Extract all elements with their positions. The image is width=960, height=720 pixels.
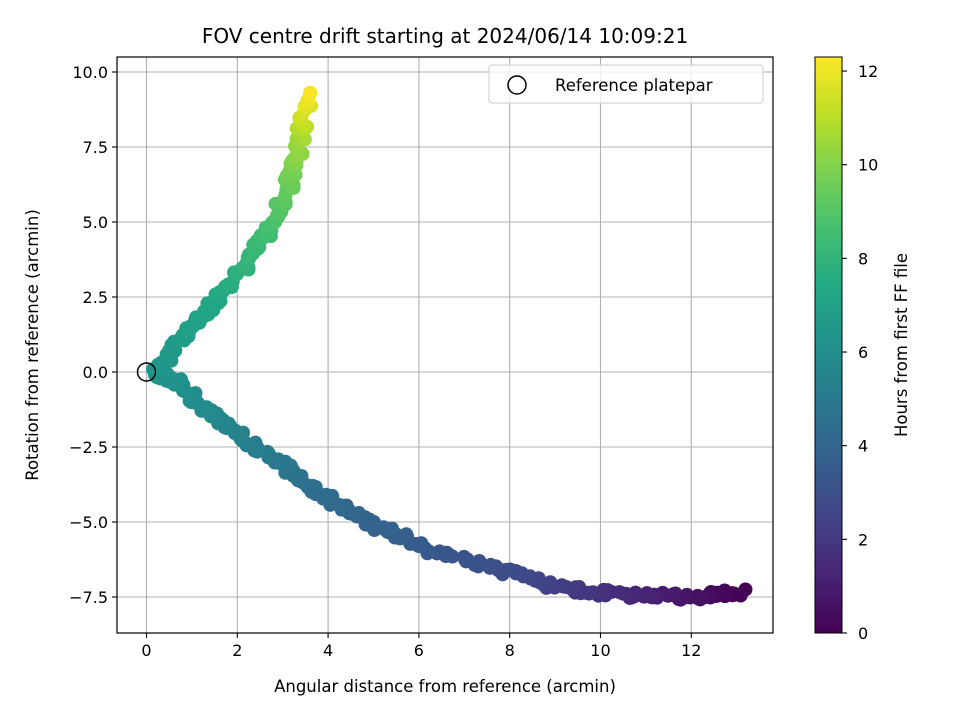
x-tick-label: 4 bbox=[323, 641, 333, 660]
y-tick-label: 2.5 bbox=[83, 288, 108, 307]
colorbar-tick-label: 0 bbox=[858, 624, 868, 643]
colorbar-tick-label: 12 bbox=[858, 62, 878, 81]
y-tick-label: 0.0 bbox=[83, 363, 108, 382]
data-points bbox=[145, 85, 753, 607]
colorbar-tick-label: 10 bbox=[858, 156, 878, 175]
y-tick-label: −2.5 bbox=[69, 438, 108, 457]
data-point bbox=[483, 557, 498, 572]
chart-title: FOV centre drift starting at 2024/06/14 … bbox=[202, 24, 688, 48]
y-tick-label: −5.0 bbox=[69, 513, 108, 532]
data-point bbox=[458, 552, 473, 567]
y-tick-label: 5.0 bbox=[83, 213, 108, 232]
x-tick-label: 12 bbox=[681, 641, 701, 660]
y-tick-label: 10.0 bbox=[72, 63, 108, 82]
x-tick-label: 8 bbox=[505, 641, 515, 660]
data-point bbox=[432, 544, 447, 559]
x-tick-label: 10 bbox=[590, 641, 610, 660]
x-tick-label: 6 bbox=[414, 641, 424, 660]
legend: Reference platepar bbox=[488, 64, 764, 104]
y-axis-label: Rotation from reference (arcmin) bbox=[23, 209, 42, 481]
x-tick-label: 0 bbox=[141, 641, 151, 660]
data-point bbox=[378, 522, 393, 537]
x-tick-label: 2 bbox=[232, 641, 242, 660]
data-point bbox=[302, 86, 317, 100]
colorbar-tick-label: 2 bbox=[858, 530, 868, 549]
reference-marker bbox=[136, 362, 157, 382]
y-tick-label: −7.5 bbox=[69, 588, 108, 607]
colorbar-ticks: 0 2 4 6 8 10 12 bbox=[842, 62, 878, 643]
y-tick-label: 7.5 bbox=[83, 138, 108, 157]
plot-frame bbox=[116, 56, 774, 634]
legend-box bbox=[488, 64, 764, 104]
x-axis: 0 2 4 6 8 10 12 bbox=[141, 633, 701, 660]
colorbar-label: Hours from first FF file bbox=[892, 253, 911, 437]
colorbar-tick-label: 6 bbox=[858, 343, 868, 362]
legend-marker bbox=[507, 75, 527, 95]
y-axis: −7.5 −5.0 −2.5 0.0 2.5 5.0 7.5 10.0 bbox=[69, 63, 117, 607]
colorbar-tick-label: 8 bbox=[858, 249, 868, 268]
legend-label: Reference platepar bbox=[555, 76, 713, 95]
colorbar bbox=[814, 56, 843, 634]
x-axis-label: Angular distance from reference (arcmin) bbox=[274, 677, 616, 696]
data-point bbox=[261, 446, 276, 461]
colorbar-tick-label: 4 bbox=[858, 437, 868, 456]
